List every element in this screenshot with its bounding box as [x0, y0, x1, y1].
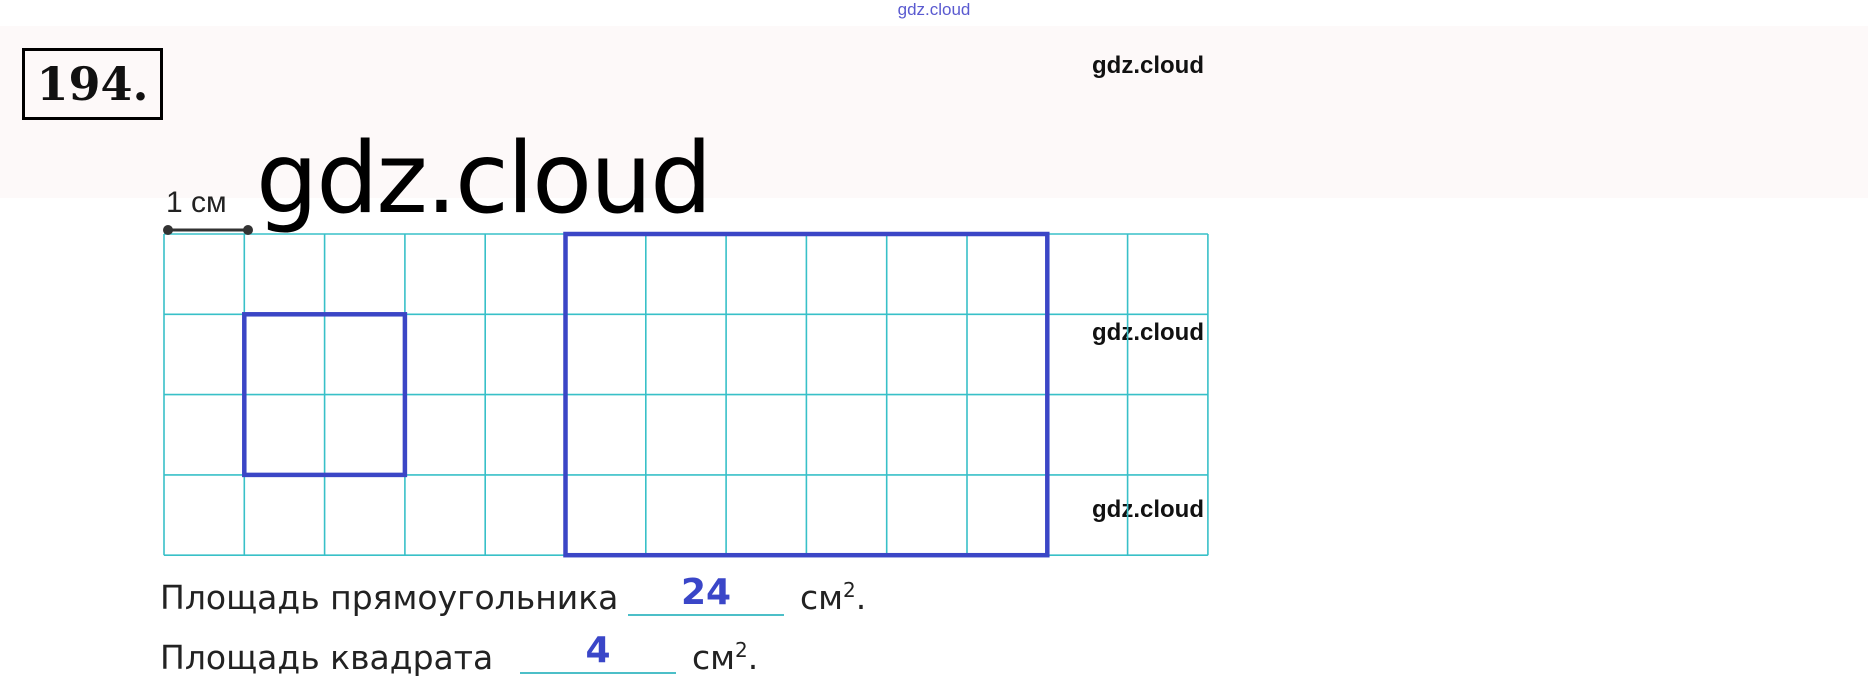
side-watermark: gdz.cloud [1092, 52, 1204, 79]
answer-value: 24 [680, 572, 732, 613]
big-watermark: gdz.cloud [256, 122, 712, 236]
answer-line-rectangle: Площадь прямоугольника [160, 578, 618, 617]
answer-label: Площадь прямоугольника [160, 578, 619, 617]
answer-underline [520, 672, 676, 674]
answer-unit: см2. [692, 638, 759, 677]
top-watermark: gdz.cloud [897, 0, 971, 19]
answer-label: Площадь квадрата [160, 638, 494, 677]
answer-line-square: Площадь квадрата [160, 638, 493, 677]
header-band [0, 26, 1868, 198]
answer-underline [628, 614, 784, 616]
exercise-number: 194. [22, 48, 163, 120]
answer-value: 4 [585, 630, 611, 671]
square-shape [242, 312, 408, 478]
rectangle-shape [563, 231, 1050, 558]
answer-unit: см2. [800, 578, 867, 617]
scale-endpoint [163, 225, 173, 235]
side-watermark: gdz.cloud [1092, 319, 1204, 346]
scale-label: 1 см [166, 186, 227, 219]
scale-endpoint [243, 225, 253, 235]
side-watermark: gdz.cloud [1092, 496, 1204, 523]
